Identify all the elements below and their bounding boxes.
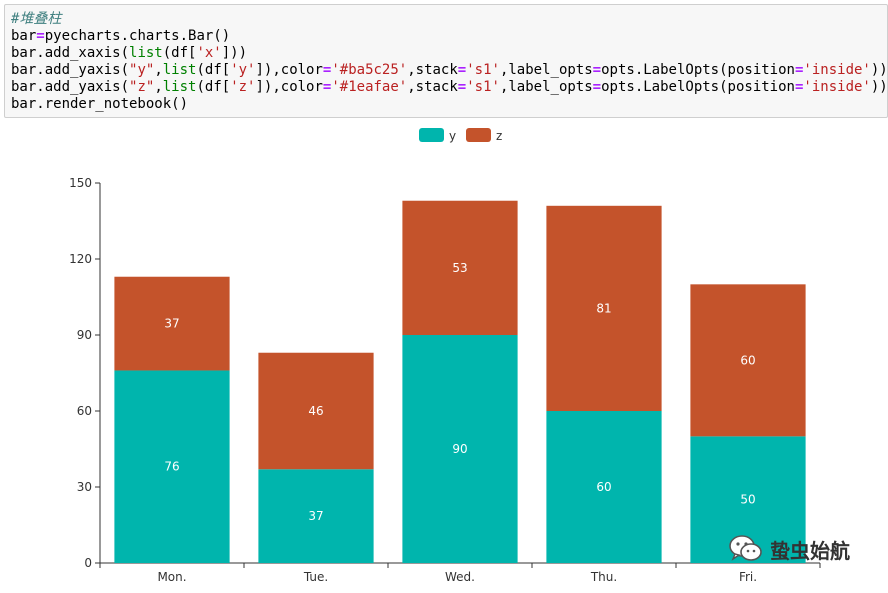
code-token: ])) [221, 45, 248, 61]
code-token: ]),color [255, 62, 323, 78]
code-token: )) [870, 62, 888, 78]
code-token: bar.add_xaxis( [11, 45, 130, 61]
code-operator: = [322, 79, 332, 95]
code-operator: = [592, 79, 602, 95]
code-cell[interactable]: #堆叠柱 bar=pyecharts.charts.Bar() bar.add_… [4, 4, 888, 118]
code-string: "z" [129, 79, 155, 95]
wechat-icon [729, 535, 762, 561]
code-token: (df[ [162, 45, 197, 61]
bar-z-Thu.[interactable] [546, 205, 662, 411]
y-tick-label: 0 [84, 556, 92, 570]
code-string: 'x' [196, 45, 222, 61]
bar-y-Wed.[interactable] [402, 335, 518, 563]
code-operator: = [36, 28, 45, 44]
code-string: 's1' [466, 79, 500, 95]
code-token: bar.add_yaxis( [11, 79, 130, 95]
code-token: , [154, 62, 163, 78]
x-axis: Mon. Tue. Wed. Thu. Fri. [99, 562, 821, 584]
code-operator: = [322, 62, 332, 78]
code-string: "y" [129, 62, 155, 78]
bar-z-Tue.[interactable] [258, 352, 374, 470]
y-tick-label: 60 [77, 404, 92, 418]
code-token: opts.LabelOpts(position [601, 79, 795, 95]
code-token: ,stack [407, 79, 458, 95]
code-comment: #堆叠柱 [11, 11, 62, 27]
code-string: 'inside' [803, 62, 871, 78]
code-string: 's1' [466, 62, 500, 78]
code-token: bar [11, 28, 37, 44]
bar-z-Fri.[interactable] [690, 284, 806, 437]
y-tick-label: 30 [77, 480, 92, 494]
x-tick-label: Tue. [303, 570, 328, 584]
code-line-1: bar=pyecharts.charts.Bar() [11, 28, 887, 45]
code-operator: = [457, 62, 467, 78]
code-token: )) [870, 79, 888, 95]
code-operator: = [794, 62, 804, 78]
bar-z-Wed.[interactable] [402, 200, 518, 335]
legend-item-z[interactable]: z [466, 128, 502, 143]
code-operator: = [794, 79, 804, 95]
x-tick-label: Mon. [157, 570, 186, 584]
code-line-3: bar.add_yaxis("y",list(df['y']),color='#… [11, 62, 887, 79]
code-line-2: bar.add_xaxis(list(df['x'])) [11, 45, 887, 62]
bar-y-Tue.[interactable] [258, 469, 374, 563]
legend-swatch [466, 128, 491, 142]
x-tick-label: Thu. [590, 570, 617, 584]
bar-label: 37 [308, 509, 323, 523]
code-operator: = [592, 62, 602, 78]
code-token: bar.render_notebook() [11, 96, 189, 112]
code-string: 'inside' [803, 79, 871, 95]
code-token: pyecharts.charts.Bar() [44, 28, 231, 44]
code-builtin: list [162, 79, 197, 95]
code-builtin: list [129, 45, 163, 61]
code-token: , [154, 79, 163, 95]
y-tick-label: 90 [77, 328, 92, 342]
bar-y-Mon.[interactable] [114, 370, 230, 563]
legend-label: y [449, 129, 456, 143]
code-token: (df[ [196, 62, 231, 78]
code-token: ]),color [255, 79, 323, 95]
legend-swatch [419, 128, 444, 142]
bar-y-Thu.[interactable] [546, 411, 662, 563]
code-token: bar.add_yaxis( [11, 62, 130, 78]
x-tick-label: Wed. [445, 570, 475, 584]
code-string: 'y' [230, 62, 256, 78]
code-builtin: list [162, 62, 197, 78]
code-string: 'z' [230, 79, 256, 95]
bar-label: 76 [164, 460, 179, 474]
code-token: (df[ [196, 79, 231, 95]
y-tick-label: 120 [69, 252, 92, 266]
bar-label: 53 [452, 261, 467, 275]
bar-label: 60 [740, 353, 755, 367]
code-line-5: bar.render_notebook() [11, 96, 887, 113]
bar-z-Mon.[interactable] [114, 276, 230, 371]
watermark-text: 蛰虫始航 [770, 538, 850, 563]
x-tick-label: Fri. [739, 570, 757, 584]
code-token: ,label_opts [499, 79, 593, 95]
y-axis: 0 30 60 90 120 150 [69, 176, 101, 570]
code-line-4: bar.add_yaxis("z",list(df['z']),color='#… [11, 79, 887, 96]
code-token: ,label_opts [499, 62, 593, 78]
bar-label: 50 [740, 493, 755, 507]
legend-label: z [496, 129, 502, 143]
watermark: 蛰虫始航 [728, 532, 850, 566]
bar-label: 46 [308, 404, 323, 418]
bar-label: 60 [596, 480, 611, 494]
bar-label: 90 [452, 442, 467, 456]
code-token: opts.LabelOpts(position [601, 62, 795, 78]
bar-label: 37 [164, 317, 179, 331]
legend-item-y[interactable]: y [419, 128, 456, 143]
y-tick-label: 150 [69, 176, 92, 190]
code-operator: = [457, 79, 467, 95]
bar-label: 81 [596, 301, 611, 315]
code-line-comment: #堆叠柱 [11, 11, 887, 28]
code-string: '#ba5c25' [331, 62, 408, 78]
code-string: '#1eafae' [331, 79, 408, 95]
bars: 76 37 37 46 90 53 60 81 50 60 [114, 200, 806, 563]
code-token: ,stack [407, 62, 458, 78]
